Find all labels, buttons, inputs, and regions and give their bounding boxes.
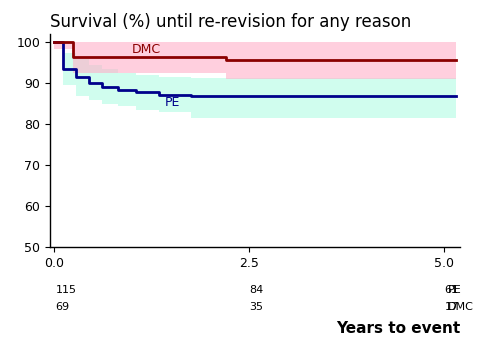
Text: 69: 69: [56, 302, 70, 312]
Text: PE: PE: [165, 96, 180, 109]
Text: DMC: DMC: [448, 302, 474, 312]
Text: Years to event: Years to event: [336, 321, 460, 336]
Text: 115: 115: [56, 285, 76, 295]
Text: DMC: DMC: [132, 43, 161, 56]
Text: 17: 17: [444, 302, 458, 312]
Text: 35: 35: [249, 302, 263, 312]
Text: 61: 61: [444, 285, 458, 295]
Text: Survival (%) until re-revision for any reason: Survival (%) until re-revision for any r…: [50, 13, 411, 31]
Text: PE: PE: [448, 285, 462, 295]
Text: 84: 84: [249, 285, 264, 295]
